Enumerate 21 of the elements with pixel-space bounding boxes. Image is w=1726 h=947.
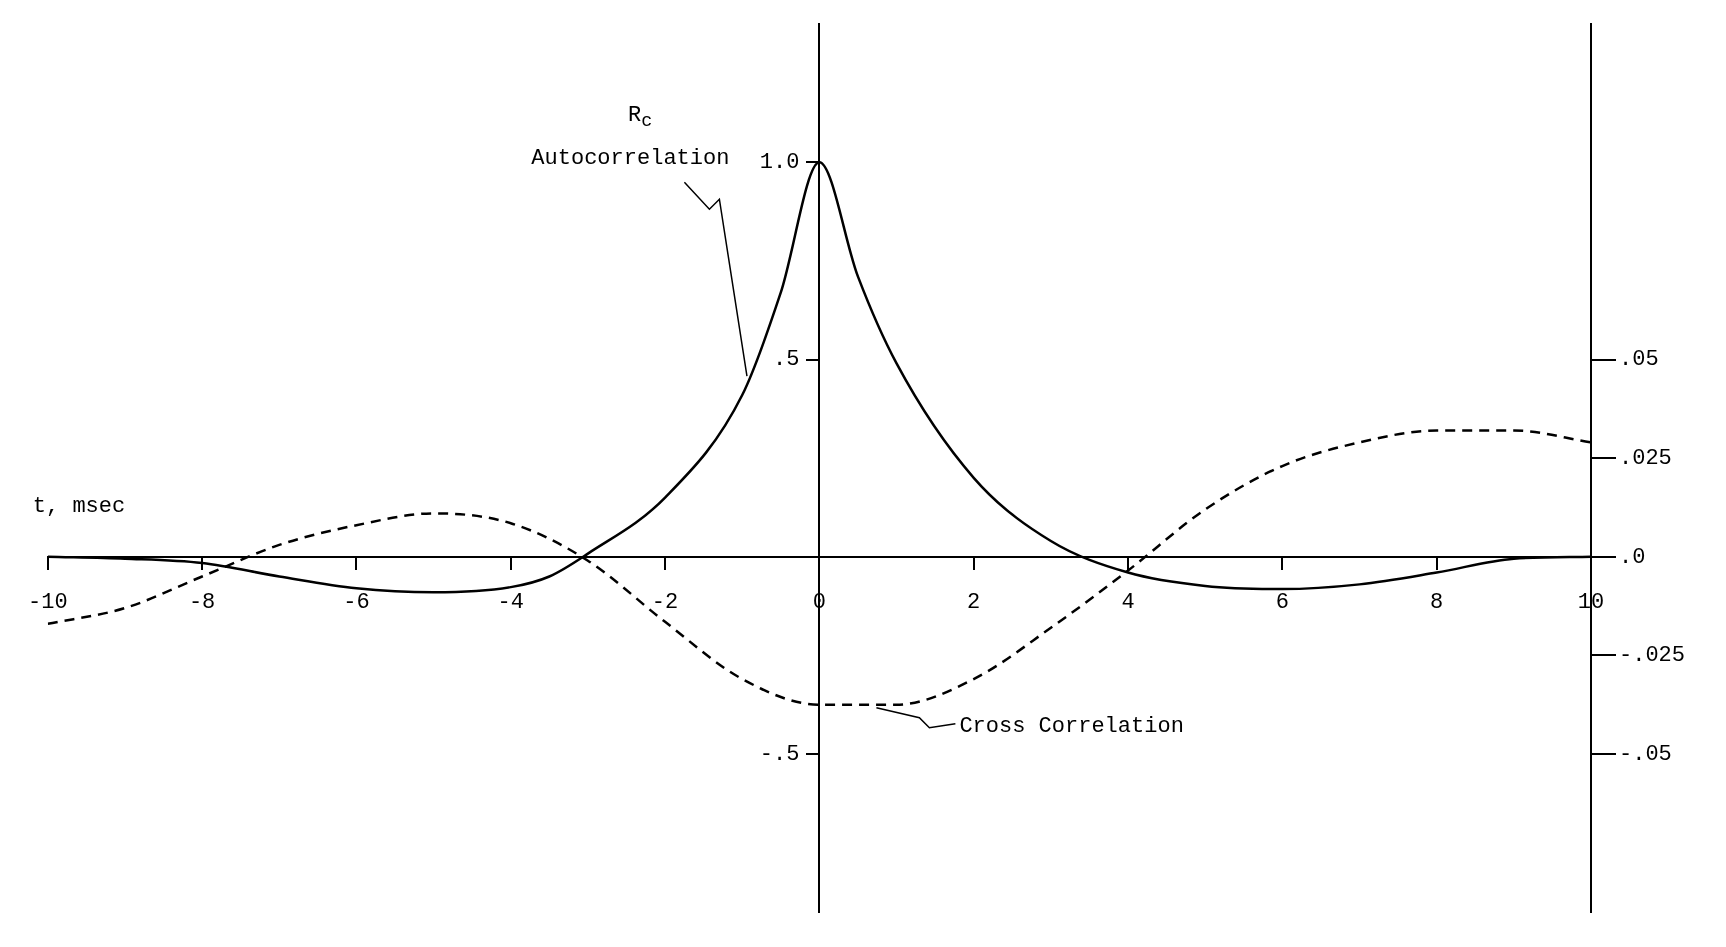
x-tick-label: 6 [1275, 589, 1289, 615]
y-tick-label: 1.0 [759, 150, 800, 176]
annotation: Autocorrelation [531, 146, 730, 172]
x-tick-label: -6 [343, 589, 370, 615]
y2-tick-label: .025 [1618, 445, 1672, 471]
y-tick-label: .5 [772, 347, 800, 373]
x-tick-label: -4 [497, 589, 524, 615]
x-tick-label: 8 [1430, 589, 1444, 615]
y-tick-label: -.5 [759, 741, 800, 767]
y2-tick-label: .05 [1618, 347, 1659, 373]
y2-tick-label: -.05 [1618, 741, 1672, 767]
x-tick-label: -10 [28, 589, 68, 615]
y2-tick-label: -.025 [1618, 643, 1685, 669]
y2-tick-label: .0 [1618, 544, 1646, 570]
x-tick-label: 4 [1121, 589, 1135, 615]
x-axis-title: t, msec [32, 493, 126, 519]
x-tick-label: -2 [651, 589, 679, 615]
y-axis-title: R$_{c}$ [628, 103, 653, 133]
x-tick-label: 2 [967, 589, 981, 615]
x-tick-label: -8 [188, 589, 216, 615]
annotation: Cross Correlation [959, 713, 1184, 739]
